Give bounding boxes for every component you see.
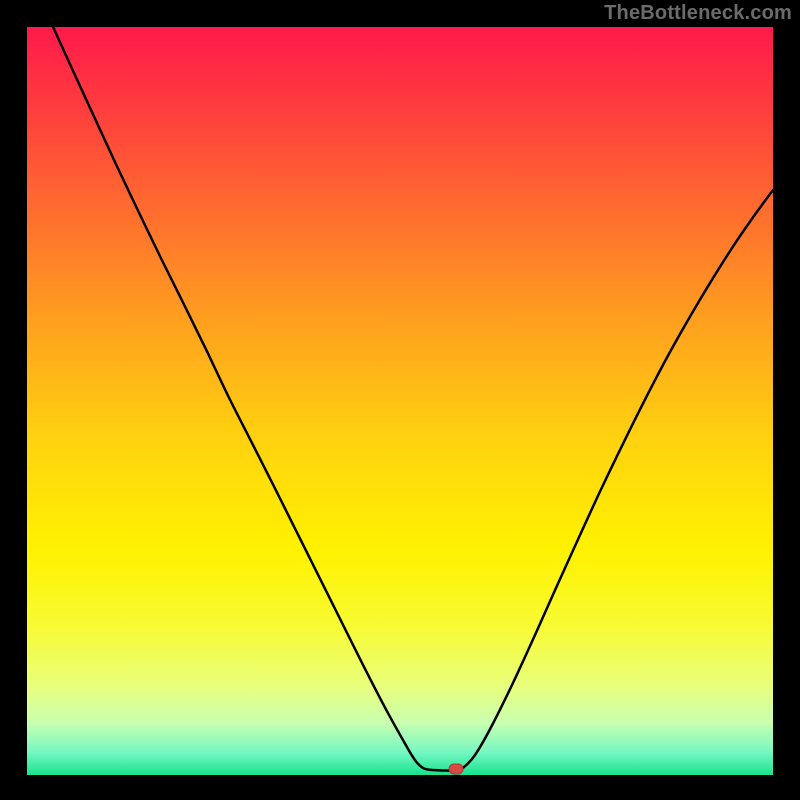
bottleneck-chart [27, 27, 773, 775]
watermark-text: TheBottleneck.com [604, 2, 792, 25]
chart-frame: TheBottleneck.com [0, 0, 800, 800]
sweet-spot-marker [448, 764, 463, 775]
chart-background [27, 27, 773, 775]
